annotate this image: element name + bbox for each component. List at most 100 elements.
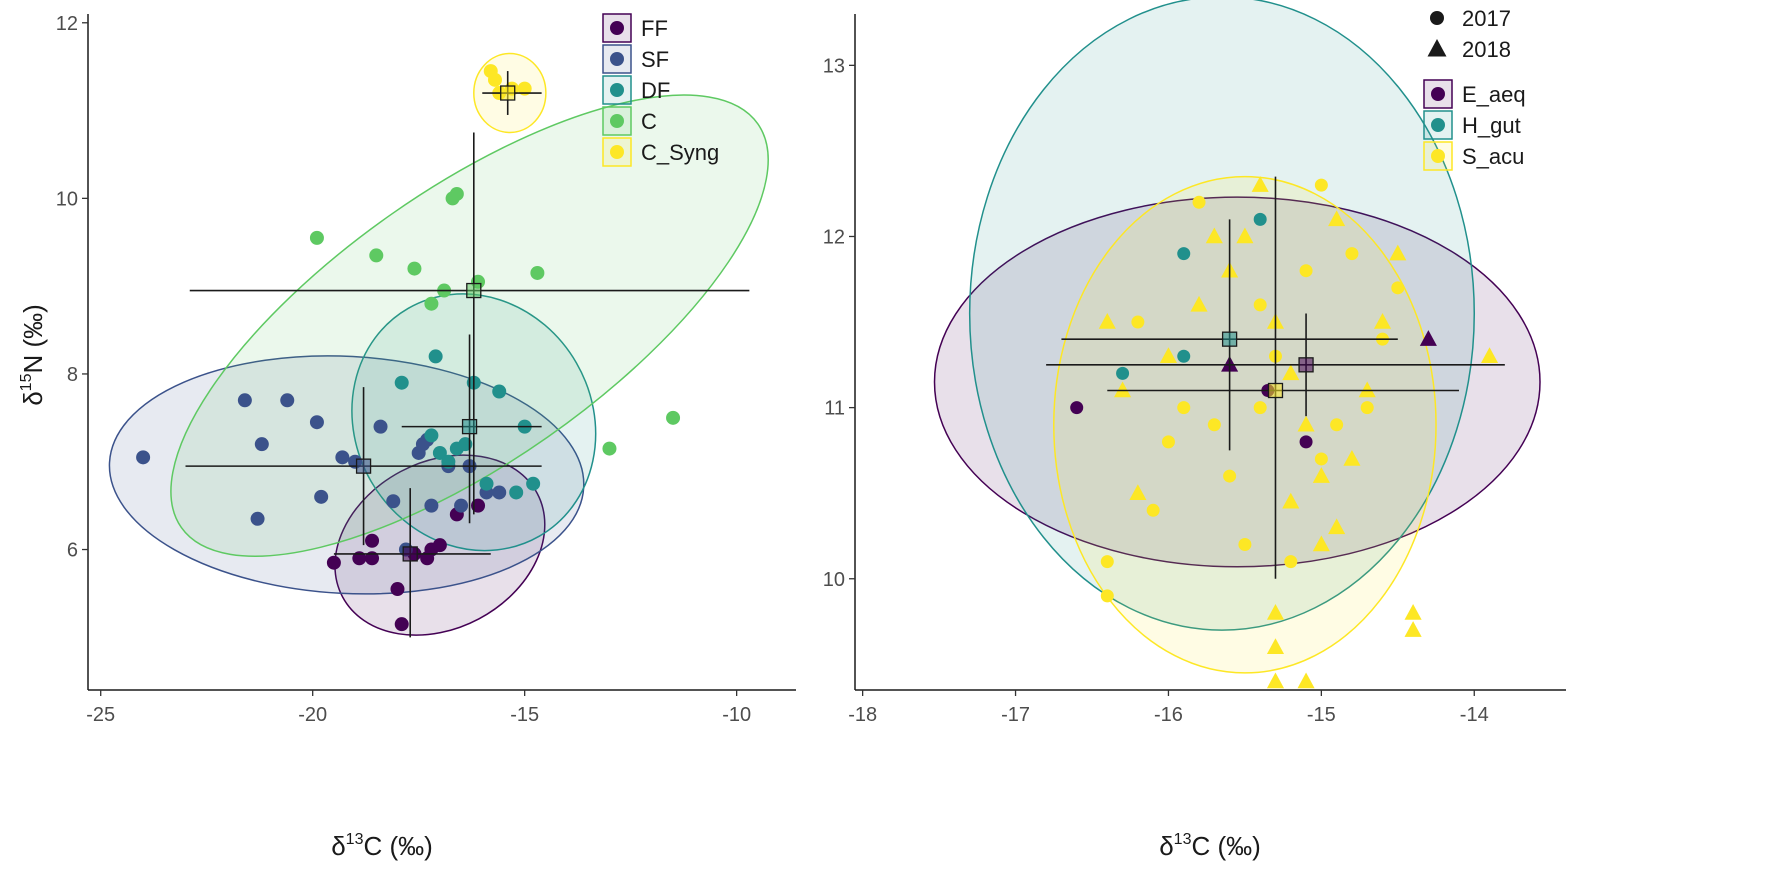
legend-dot-e-aeq xyxy=(1431,87,1445,101)
l-x-tick-label: -25 xyxy=(86,704,115,726)
r-point-s-acu-2017 xyxy=(1391,281,1405,295)
legend-dot-h-gut xyxy=(1431,118,1445,132)
l-point-ff xyxy=(365,533,380,548)
legend-label-c: C xyxy=(641,109,657,134)
legend-dot-df xyxy=(610,83,624,97)
left-y-axis-suffix: N (‰) xyxy=(18,304,48,373)
l-point-c-syng xyxy=(487,72,502,87)
l-point-c xyxy=(424,296,439,311)
l-point-sf xyxy=(373,419,388,434)
l-point-sf xyxy=(309,415,324,430)
l-mean-ff xyxy=(402,546,418,562)
left-x-axis-title: δ13C (‰) xyxy=(331,831,433,861)
left-x-axis-sup: 13 xyxy=(346,831,364,848)
l-point-ff xyxy=(394,617,409,632)
l-point-ff xyxy=(390,582,405,597)
r-point-s-acu-2017 xyxy=(1146,503,1160,517)
legend-dot-s-acu xyxy=(1431,149,1445,163)
r-y-tick-label: 10 xyxy=(823,569,845,591)
right-ellipses xyxy=(933,0,1541,674)
l-point-sf xyxy=(335,450,350,465)
l-mean-c xyxy=(466,282,482,299)
r-point-s-acu-2017 xyxy=(1207,418,1221,432)
l-point-ff xyxy=(326,555,341,570)
r-point-e-aeq-2018 xyxy=(1419,330,1437,346)
r-point-s-acu-2017 xyxy=(1360,401,1374,415)
r-point-s-acu-2018 xyxy=(1205,227,1223,244)
r-point-s-acu-2018 xyxy=(1282,364,1300,381)
r-point-s-acu-2017 xyxy=(1223,469,1237,483)
r-point-s-acu-2018 xyxy=(1343,449,1361,466)
r-point-s-acu-2018 xyxy=(1297,672,1315,689)
right-x-axis-prefix: δ xyxy=(1159,831,1173,861)
r-mean-h-gut xyxy=(1221,331,1238,347)
r-point-s-acu-2018 xyxy=(1373,313,1392,329)
r-mean-e-aeq xyxy=(1298,357,1314,373)
l-point-sf xyxy=(136,450,151,465)
r-x-tick-label: -14 xyxy=(1460,704,1489,726)
r-point-s-acu-2018 xyxy=(1236,227,1254,244)
r-point-s-acu-2018 xyxy=(1114,381,1132,398)
l-point-df xyxy=(428,349,443,364)
l-y-tick-label: 8 xyxy=(67,364,78,386)
r-point-s-acu-2017 xyxy=(1161,435,1175,449)
left-y-axis-prefix: δ xyxy=(18,391,48,405)
right-panel: -18 -17 -16 -15 -14 10 11 12 13 2017 2018 E_aeq H_g… xyxy=(823,0,1566,861)
l-point-df xyxy=(441,454,456,469)
r-point-e-aeq-2017 xyxy=(1299,435,1313,449)
l-point-df xyxy=(479,476,494,491)
l-point-ff xyxy=(432,538,447,553)
r-point-s-acu-2017 xyxy=(1299,264,1313,278)
r-point-s-acu-2017 xyxy=(1314,452,1328,466)
l-point-df xyxy=(432,445,447,460)
l-point-df xyxy=(526,476,541,491)
r-point-s-acu-2018 xyxy=(1282,492,1300,509)
l-point-c xyxy=(369,248,384,263)
r-point-s-acu-2018 xyxy=(1404,621,1422,637)
l-mean-c-syng xyxy=(500,85,516,101)
l-point-c xyxy=(407,261,422,276)
left-x-axis-prefix: δ xyxy=(331,831,345,861)
r-ellipse-e-aeq xyxy=(933,196,1541,568)
legend-label-sf: SF xyxy=(641,47,669,72)
legend-dot-c xyxy=(610,114,624,128)
left-legend: FF SF DF C C_Syng xyxy=(602,13,719,167)
r-point-s-acu-2018 xyxy=(1328,210,1346,227)
l-x-tick-label: -15 xyxy=(510,704,539,726)
r-point-s-acu-2018 xyxy=(1266,603,1285,620)
r-point-h-gut-2017 xyxy=(1177,247,1191,261)
l-y-tick-label: 10 xyxy=(56,188,78,210)
r-point-s-acu-2018 xyxy=(1159,347,1178,364)
r-point-s-acu-2018 xyxy=(1358,381,1376,398)
l-y-tick-label: 12 xyxy=(56,13,78,35)
r-y-tick-label: 12 xyxy=(823,226,845,248)
legend-key-s-acu xyxy=(1423,141,1453,171)
legend-label-h-gut: H_gut xyxy=(1462,113,1521,138)
r-point-s-acu-2017 xyxy=(1100,589,1114,603)
l-point-ff xyxy=(365,551,380,566)
l-x-tick-label: -10 xyxy=(722,704,751,726)
r-point-s-acu-2017 xyxy=(1253,401,1267,415)
r-y-tick-label: 13 xyxy=(823,55,845,77)
l-point-sf xyxy=(454,498,469,513)
legend-circle-icon xyxy=(1430,11,1444,25)
r-point-s-acu-2018 xyxy=(1266,638,1285,654)
right-x-axis-sup: 13 xyxy=(1174,831,1192,848)
r-mean-s-acu xyxy=(1267,382,1284,399)
r-point-s-acu-2018 xyxy=(1389,244,1407,261)
r-point-e-aeq-2017 xyxy=(1070,401,1084,415)
r-x-tick-label: -18 xyxy=(848,704,877,726)
l-mean-df xyxy=(461,418,478,435)
r-point-s-acu-2018 xyxy=(1312,467,1330,483)
l-point-c xyxy=(445,191,460,206)
right-x-axis-title: δ13C (‰) xyxy=(1159,831,1261,861)
r-x-tick-label: -17 xyxy=(1001,704,1030,726)
l-point-df xyxy=(424,428,439,443)
l-point-sf xyxy=(492,485,507,500)
l-ellipse-c xyxy=(170,94,769,557)
legend-dot-c-syng xyxy=(610,145,624,159)
r-point-s-acu-2017 xyxy=(1345,247,1359,261)
r-point-s-acu-2018 xyxy=(1312,535,1330,552)
l-point-sf xyxy=(424,498,439,513)
